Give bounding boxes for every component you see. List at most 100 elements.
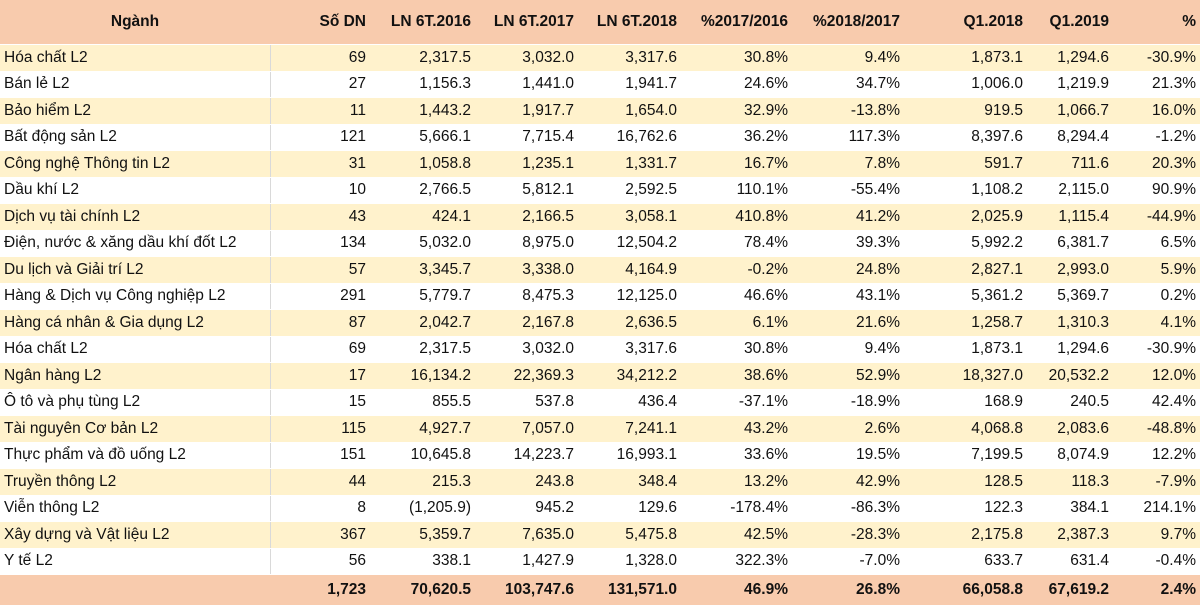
cell-ln-6t-2018: 348.4 [578, 468, 681, 496]
total-pct: 2.4% [1113, 574, 1200, 606]
cell-pct: 21.3% [1113, 71, 1200, 98]
cell-q1-2019: 2,115.0 [1027, 177, 1113, 204]
cell-ln-6t-2018: 16,762.6 [578, 124, 681, 151]
cell-pct-2017-2016: 36.2% [681, 124, 792, 151]
table-row: Y tế L2 56 338.1 1,427.9 1,328.0 322.3% -7.0% 6… [0, 548, 1200, 575]
cell-ln-6t-2018: 1,331.7 [578, 150, 681, 178]
header-so-dn: Số DN [270, 0, 370, 45]
table-row: Du lịch và Giải trí L2 57 3,345.7 3,338.0 4,… [0, 256, 1200, 284]
cell-nganh: Hàng cá nhân & Gia dụng L2 [0, 309, 270, 337]
header-nganh: Ngành [0, 0, 270, 45]
cell-q1-2019: 6,381.7 [1027, 230, 1113, 257]
cell-so-dn: 367 [269, 521, 370, 549]
total-ln-6t-2018: 131,571.0 [578, 574, 681, 606]
cell-pct: -30.9% [1113, 44, 1200, 72]
table-body: Hóa chất L2 69 2,317.5 3,032.0 3,317.6 30.8% 9… [0, 44, 1200, 575]
cell-pct-2018-2017: 52.9% [792, 362, 904, 390]
cell-pct-2018-2017: 21.6% [792, 309, 904, 337]
cell-nganh: Du lịch và Giải trí L2 [0, 256, 270, 284]
cell-nganh: Xây dựng và Vật liệu L2 [0, 521, 270, 549]
cell-q1-2018: 5,361.2 [904, 283, 1027, 310]
cell-ln-6t-2018: 1,328.0 [578, 548, 681, 575]
cell-q1-2018: 5,992.2 [904, 230, 1027, 257]
cell-pct-2018-2017: 24.8% [792, 256, 904, 284]
cell-ln-6t-2016: 338.1 [370, 548, 475, 575]
cell-pct-2018-2017: 2.6% [792, 415, 904, 443]
cell-ln-6t-2016: 16,134.2 [370, 362, 475, 390]
cell-pct-2018-2017: -86.3% [792, 495, 904, 522]
cell-ln-6t-2016: 3,345.7 [370, 256, 475, 284]
table-row: Ô tô và phụ tùng L2 15 855.5 537.8 436.4 -37.… [0, 389, 1200, 416]
cell-ln-6t-2017: 243.8 [475, 468, 578, 496]
table-row: Công nghệ Thông tin L2 31 1,058.8 1,235.1 1,… [0, 150, 1200, 178]
cell-q1-2018: 1,006.0 [904, 71, 1027, 98]
cell-pct-2018-2017: 42.9% [792, 468, 904, 496]
cell-q1-2019: 8,294.4 [1027, 124, 1113, 151]
cell-ln-6t-2016: 4,927.7 [370, 415, 475, 443]
cell-ln-6t-2018: 3,317.6 [578, 44, 681, 72]
cell-q1-2018: 591.7 [904, 150, 1027, 178]
cell-nganh: Y tế L2 [0, 548, 270, 575]
cell-ln-6t-2016: 10,645.8 [370, 442, 475, 469]
header-row: Ngành Số DN LN 6T.2016 LN 6T.2017 LN 6T.… [0, 0, 1200, 45]
cell-q1-2018: 1,108.2 [904, 177, 1027, 204]
cell-q1-2018: 8,397.6 [904, 124, 1027, 151]
header-q1-2019: Q1.2019 [1027, 0, 1113, 45]
header-ln-6t-2016: LN 6T.2016 [370, 0, 475, 45]
cell-ln-6t-2017: 5,812.1 [475, 177, 578, 204]
cell-ln-6t-2018: 5,475.8 [578, 521, 681, 549]
cell-ln-6t-2018: 1,654.0 [578, 97, 681, 125]
cell-pct-2017-2016: 43.2% [681, 415, 792, 443]
cell-pct: 90.9% [1113, 177, 1200, 204]
table-row: Bất động sản L2 121 5,666.1 7,715.4 16,762.6… [0, 124, 1200, 151]
cell-ln-6t-2018: 2,592.5 [578, 177, 681, 204]
cell-pct-2018-2017: 19.5% [792, 442, 904, 469]
cell-pct: 4.1% [1113, 309, 1200, 337]
cell-so-dn: 43 [269, 203, 370, 231]
cell-pct: -7.9% [1113, 468, 1200, 496]
cell-q1-2019: 1,310.3 [1027, 309, 1113, 337]
cell-ln-6t-2016: 5,032.0 [370, 230, 475, 257]
cell-q1-2018: 4,068.8 [904, 415, 1027, 443]
header-ln-6t-2018: LN 6T.2018 [578, 0, 681, 45]
cell-so-dn: 69 [269, 336, 370, 363]
cell-so-dn: 151 [269, 442, 370, 469]
cell-ln-6t-2016: 5,779.7 [370, 283, 475, 310]
cell-pct: 12.2% [1113, 442, 1200, 469]
cell-pct-2017-2016: 46.6% [681, 283, 792, 310]
cell-ln-6t-2018: 12,125.0 [578, 283, 681, 310]
cell-pct-2017-2016: 24.6% [681, 71, 792, 98]
cell-pct-2018-2017: -18.9% [792, 389, 904, 416]
cell-ln-6t-2018: 436.4 [578, 389, 681, 416]
cell-ln-6t-2018: 16,993.1 [578, 442, 681, 469]
cell-so-dn: 15 [269, 389, 370, 416]
cell-q1-2018: 18,327.0 [904, 362, 1027, 390]
cell-pct-2018-2017: -28.3% [792, 521, 904, 549]
total-pct-2017-2016: 46.9% [681, 574, 792, 606]
cell-nganh: Điện, nước & xăng dầu khí đốt L2 [0, 230, 270, 257]
cell-q1-2019: 1,066.7 [1027, 97, 1113, 125]
cell-ln-6t-2018: 1,941.7 [578, 71, 681, 98]
total-ln-6t-2017: 103,747.6 [475, 574, 578, 606]
total-row: 1,723 70,620.5 103,747.6 131,571.0 46.9%… [0, 574, 1200, 606]
table-row: Bảo hiểm L2 11 1,443.2 1,917.7 1,654.0 32.9% -… [0, 97, 1200, 125]
cell-q1-2019: 5,369.7 [1027, 283, 1113, 310]
total-pct-2018-2017: 26.8% [792, 574, 904, 606]
cell-nganh: Ngân hàng L2 [0, 362, 270, 390]
table-row: Hóa chất L2 69 2,317.5 3,032.0 3,317.6 30.8% 9… [0, 336, 1200, 363]
cell-ln-6t-2016: 2,766.5 [370, 177, 475, 204]
cell-pct-2017-2016: 16.7% [681, 150, 792, 178]
cell-ln-6t-2018: 7,241.1 [578, 415, 681, 443]
cell-q1-2019: 2,083.6 [1027, 415, 1113, 443]
cell-q1-2019: 631.4 [1027, 548, 1113, 575]
cell-ln-6t-2016: 2,317.5 [370, 44, 475, 72]
cell-q1-2018: 128.5 [904, 468, 1027, 496]
cell-q1-2019: 2,387.3 [1027, 521, 1113, 549]
table-row: Xây dựng và Vật liệu L2 367 5,359.7 7,635.0… [0, 521, 1200, 549]
cell-ln-6t-2016: 215.3 [370, 468, 475, 496]
cell-ln-6t-2016: 1,156.3 [370, 71, 475, 98]
cell-so-dn: 17 [269, 362, 370, 390]
cell-nganh: Bất động sản L2 [0, 124, 270, 151]
cell-pct-2017-2016: 33.6% [681, 442, 792, 469]
